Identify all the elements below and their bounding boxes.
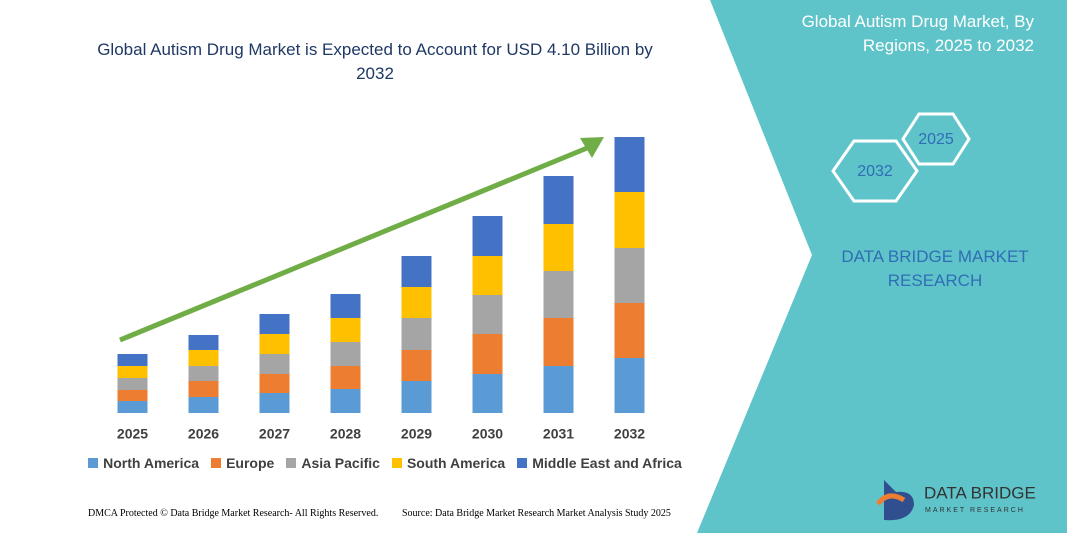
bar-segment	[401, 287, 432, 318]
bar-segment	[472, 374, 503, 413]
bar-segment	[330, 366, 361, 389]
bar-segment	[614, 358, 645, 413]
bar-segment	[259, 374, 290, 393]
legend-label: South America	[406, 455, 506, 471]
hexagon-label: 2025	[918, 131, 954, 148]
side-title: Global Autism Drug Market, By Regions, 2…	[801, 12, 1034, 55]
bar-segment	[472, 295, 503, 334]
bar-segment	[117, 354, 148, 366]
footer-left: DMCA Protected © Data Bridge Market Rese…	[88, 508, 379, 519]
bar-segment	[401, 381, 432, 413]
bar-segment	[543, 271, 574, 318]
bar-segment	[401, 350, 432, 381]
bar-segment	[330, 318, 361, 342]
x-tick-label: 2027	[259, 426, 290, 442]
hexagon	[901, 112, 971, 166]
legend-item: Europe	[211, 455, 274, 471]
logo-name: DATA BRIDGE	[924, 483, 1036, 502]
legend-swatch	[517, 458, 528, 468]
legend-label: North America	[103, 455, 200, 471]
legend-swatch	[88, 458, 99, 468]
x-tick-label: 2030	[472, 426, 503, 442]
legend-label: Middle East and Africa	[532, 455, 682, 471]
legend-item: Middle East and Africa	[517, 455, 682, 471]
logo-icon	[875, 493, 906, 506]
trend-arrow-head	[580, 137, 604, 158]
legend: North America Europe Asia Pacific South Ame…	[60, 455, 710, 471]
title: Global Autism Drug Market is Expected to…	[97, 40, 653, 83]
bar-segment	[188, 397, 219, 413]
hexagon-label: 2032	[857, 163, 893, 180]
legend-label: Europe	[226, 455, 275, 471]
bar-segment	[472, 256, 503, 295]
legend-item: Asia Pacific	[286, 455, 380, 471]
bar-segment	[117, 401, 148, 413]
bar-segment	[543, 318, 574, 366]
bar-segment	[472, 216, 503, 256]
hexagon	[831, 139, 919, 203]
x-tick-label: 2026	[188, 426, 219, 442]
bar-segment	[188, 350, 219, 366]
trend-arrow	[119, 143, 593, 343]
bar-segment	[614, 192, 645, 248]
bar-segment	[330, 389, 361, 413]
bar-segment	[188, 381, 219, 397]
bar-segment	[188, 366, 219, 381]
bar-segment	[543, 224, 574, 271]
legend-item: South America	[391, 455, 506, 471]
x-tick-label: 2028	[330, 426, 361, 442]
logo-tagline: MARKET RESEARCH	[925, 507, 1025, 514]
bar-segment	[117, 366, 148, 378]
legend-swatch	[211, 458, 222, 468]
bar-segment	[330, 294, 361, 318]
side-panel-bg	[697, 0, 1067, 533]
x-tick-label: 2032	[614, 426, 645, 442]
bar-segment	[117, 378, 148, 390]
bar-segment	[614, 137, 645, 192]
bar-segment	[259, 354, 290, 374]
bar-segment	[401, 318, 432, 350]
bar-segment	[543, 176, 574, 224]
bar-segment	[614, 248, 645, 303]
bar-segment	[472, 334, 503, 374]
legend-item: North America	[88, 455, 199, 471]
bar-segment	[614, 303, 645, 358]
brand: DATA BRIDGE MARKET RESEARCH	[841, 247, 1029, 290]
bar-segment	[259, 393, 290, 413]
legend-swatch	[391, 458, 402, 468]
x-tick-label: 2031	[543, 426, 574, 442]
bar-segment	[259, 334, 290, 354]
bar-segment	[543, 366, 574, 413]
bar-segment	[117, 390, 148, 401]
footer-right: Source: Data Bridge Market Research Mark…	[402, 508, 671, 519]
bar-segment	[330, 342, 361, 366]
legend-label: Asia Pacific	[301, 455, 380, 471]
bar-segment	[259, 314, 290, 334]
bar-segment	[401, 256, 432, 287]
x-tick-label: 2029	[401, 426, 432, 442]
legend-swatch	[286, 458, 297, 468]
bar-segment	[188, 335, 219, 350]
x-tick-label: 2025	[117, 426, 148, 442]
